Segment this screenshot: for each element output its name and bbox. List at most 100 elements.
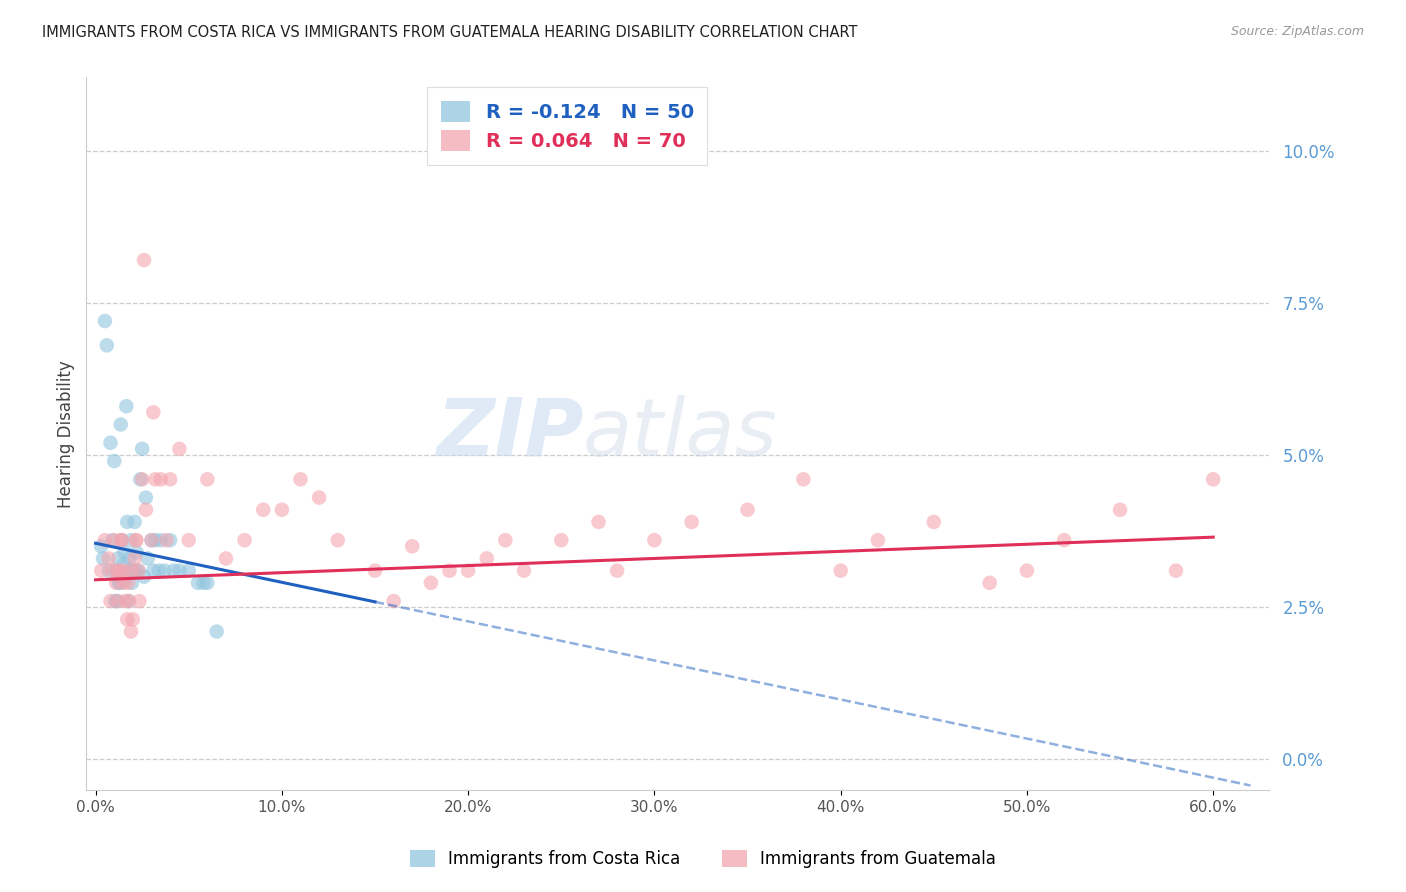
Point [1164,564,1187,578]
Point [142,564,165,578]
Point [110,417,132,432]
Point [103,454,125,468]
Text: atlas: atlas [583,394,778,473]
Point [169,564,191,578]
Point [457,564,479,578]
Point [125,545,148,559]
Point [513,564,536,578]
Point [128,594,150,608]
Point [101,533,124,548]
Point [439,564,461,578]
Point [91,551,114,566]
Point [163,564,186,578]
Point [121,564,143,578]
Point [132,253,155,268]
Point [252,502,274,516]
Point [114,594,136,608]
Point [215,551,238,566]
Point [155,533,177,548]
Point [127,564,149,578]
Point [124,515,146,529]
Point [195,472,218,486]
Point [153,564,176,578]
Point [364,564,387,578]
Text: Source: ZipAtlas.com: Source: ZipAtlas.com [1230,25,1364,38]
Point [94,314,117,328]
Point [143,533,166,548]
Point [979,575,1001,590]
Point [177,533,200,548]
Point [117,594,139,608]
Point [681,515,703,529]
Point [132,570,155,584]
Point [120,564,142,578]
Point [195,575,218,590]
Point [120,624,142,639]
Point [108,575,131,590]
Point [205,624,228,639]
Point [606,564,628,578]
Point [131,442,153,456]
Point [143,472,166,486]
Point [111,533,134,548]
Point [112,558,135,572]
Point [110,533,132,548]
Point [149,533,172,548]
Point [737,502,759,516]
Point [475,551,498,566]
Point [124,564,146,578]
Text: IMMIGRANTS FROM COSTA RICA VS IMMIGRANTS FROM GUATEMALA HEARING DISABILITY CORRE: IMMIGRANTS FROM COSTA RICA VS IMMIGRANTS… [42,25,858,40]
Point [117,612,139,626]
Point [922,515,945,529]
Point [866,533,889,548]
Point [127,564,149,578]
Point [1053,533,1076,548]
Point [136,551,159,566]
Y-axis label: Hearing Disability: Hearing Disability [58,359,75,508]
Point [107,551,129,566]
Point [111,533,134,548]
Point [326,533,349,548]
Point [141,533,163,548]
Point [1015,564,1038,578]
Point [159,472,181,486]
Point [125,533,148,548]
Point [117,575,139,590]
Point [193,575,215,590]
Point [112,575,135,590]
Point [108,564,131,578]
Point [96,338,118,352]
Point [419,575,441,590]
Point [105,564,128,578]
Point [1202,472,1225,486]
Point [290,472,312,486]
Legend: Immigrants from Costa Rica, Immigrants from Guatemala: Immigrants from Costa Rica, Immigrants f… [404,843,1002,875]
Point [105,594,128,608]
Point [90,564,112,578]
Point [115,399,138,413]
Point [108,575,131,590]
Point [141,533,163,548]
Point [382,594,405,608]
Point [114,564,136,578]
Point [100,435,122,450]
Point [120,533,142,548]
Point [121,612,143,626]
Point [142,405,165,419]
Point [233,533,256,548]
Point [114,570,136,584]
Point [149,472,172,486]
Point [135,491,157,505]
Point [135,502,157,516]
Point [588,515,610,529]
Point [104,594,127,608]
Point [159,533,181,548]
Point [270,502,292,516]
Point [177,564,200,578]
Point [105,575,128,590]
Point [550,533,572,548]
Point [494,533,516,548]
Point [103,533,125,548]
Point [830,564,852,578]
Point [131,472,153,486]
